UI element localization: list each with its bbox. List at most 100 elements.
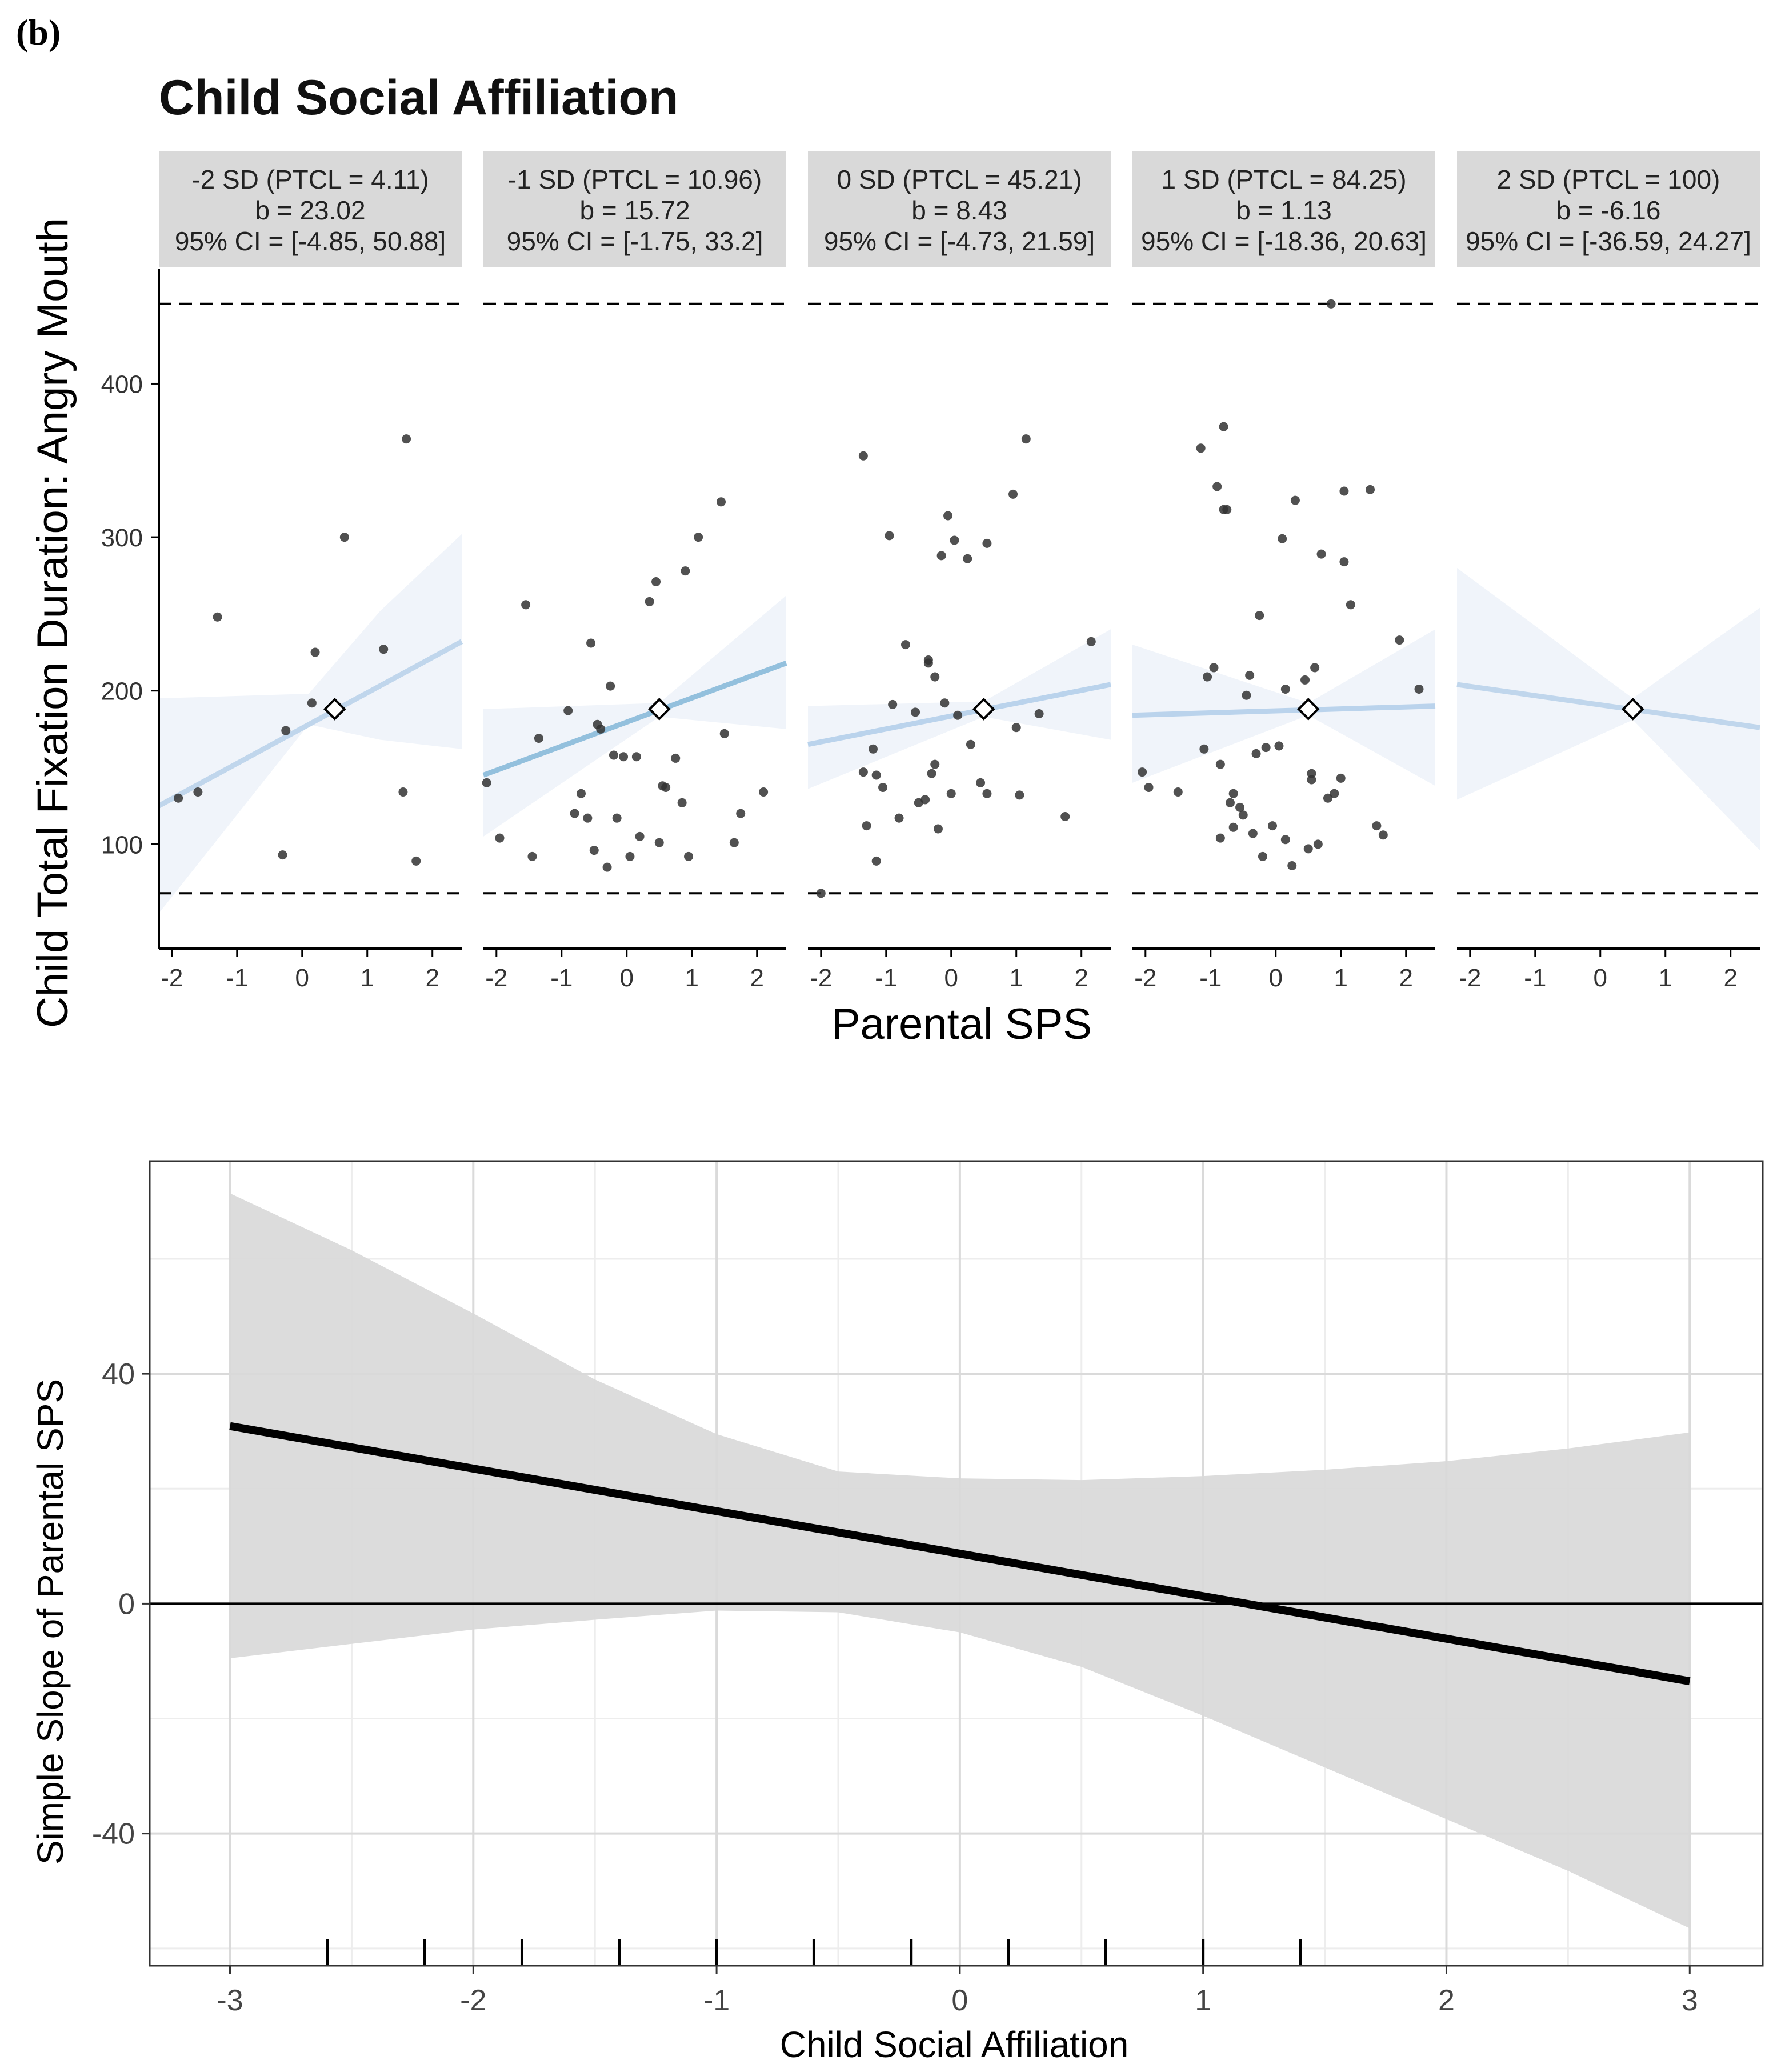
data-point [583,813,593,823]
data-point [1258,851,1267,861]
facet-strip-label: 95% CI = [-1.75, 33.2] [507,226,763,256]
top-y-axis: 100 200 300 400 [101,269,160,949]
data-point [193,787,203,797]
data-point [398,787,408,797]
data-point [1290,495,1300,505]
data-point [1138,767,1147,777]
x-tick-label: 3 [1682,1984,1698,2017]
data-point [1034,709,1044,719]
data-point [589,846,599,855]
data-point [1274,741,1284,751]
facet-strip [483,151,786,267]
data-point [894,813,904,823]
data-point [1336,773,1346,783]
data-point [1199,744,1209,754]
data-point [940,698,950,708]
mean-diamond-marker [647,698,671,721]
data-point [1326,299,1336,309]
data-point [1144,782,1154,792]
data-point [1395,635,1404,645]
data-point [1255,611,1264,621]
facet-x-tick-label: 0 [944,964,958,992]
data-point [862,821,871,831]
data-point [878,782,888,792]
data-point [1215,833,1225,843]
data-point [684,851,694,861]
facet-x-tick-label: 2 [1723,964,1737,992]
data-point [1316,549,1326,559]
facet-strip-label: b = -6.16 [1556,195,1661,225]
data-point [654,838,664,847]
data-point [1372,821,1382,831]
regression-line [1132,703,1436,718]
facet-strip-label: -1 SD (PTCL = 10.96) [508,165,762,194]
data-point [596,724,606,734]
data-point [339,533,349,542]
facet-x-tick-label: 2 [1074,964,1088,992]
data-point [1310,663,1320,673]
facet-x-tick-label: 0 [295,964,309,992]
data-point [310,647,320,657]
confidence-ribbon [1132,629,1435,786]
data-point [1378,830,1388,840]
facet-strip [1457,151,1760,267]
data-point [1300,675,1310,685]
data-point [631,752,641,762]
data-point [885,531,894,541]
data-point [563,706,573,715]
data-point [1251,749,1261,758]
y-tick-label: 0 [118,1587,135,1621]
data-point [943,511,953,521]
data-point [920,795,930,805]
facet-strip-label: 95% CI = [-4.73, 21.59] [824,226,1095,256]
x-tick-label: -1 [703,1984,730,2017]
data-point [982,538,992,548]
data-point [602,862,612,872]
data-point [677,798,687,807]
facet-x-tick-label: -2 [1134,964,1156,992]
panel-label: (b) [16,12,61,53]
top-chart: Child Social Affiliation -2 SD (PTCL = 4… [29,70,1760,1049]
data-point [521,600,531,610]
data-point [759,787,769,797]
data-point [1303,844,1313,854]
facet-x-tick-label: -1 [226,964,248,992]
x-tick-label: -2 [460,1984,486,2017]
data-point [681,566,690,576]
data-point [1173,787,1183,797]
data-point [174,793,183,803]
mean-diamond-marker [323,698,346,721]
data-point [1339,557,1349,567]
facet-strip-label: b = 8.43 [911,195,1007,225]
data-point [281,726,291,735]
top-y-tick-label: 400 [101,370,143,398]
slope-plot: -3 -2 -1 0 1 2 3 -40 0 40 [92,1160,1764,2017]
mean-diamond-marker [972,698,995,721]
facet-strip [159,151,462,267]
y-tick-label: 40 [102,1358,135,1391]
data-point [1414,685,1424,694]
data-point [661,782,671,792]
data-point [719,729,729,738]
data-point [1222,505,1232,514]
facet-strip-label: b = 23.02 [255,195,365,225]
facet-strip-label: b = 1.13 [1236,195,1332,225]
data-point [871,770,881,780]
data-point [1212,482,1222,491]
facet-strip-label: 1 SD (PTCL = 84.25) [1161,165,1406,194]
data-point [900,640,910,650]
data-point [1330,789,1339,798]
data-point [930,672,940,682]
facet-strip-label: 95% CI = [-18.36, 20.63] [1141,226,1427,256]
data-point [1225,798,1235,807]
facet-x-tick-label: -2 [485,964,507,992]
data-point [1008,489,1018,499]
data-point [729,838,739,847]
data-point [609,750,618,760]
data-point [982,789,992,798]
data-point [966,739,975,749]
mean-diamond-marker [1296,698,1320,721]
confidence-ribbon [808,629,1111,789]
regression-line [482,661,787,778]
